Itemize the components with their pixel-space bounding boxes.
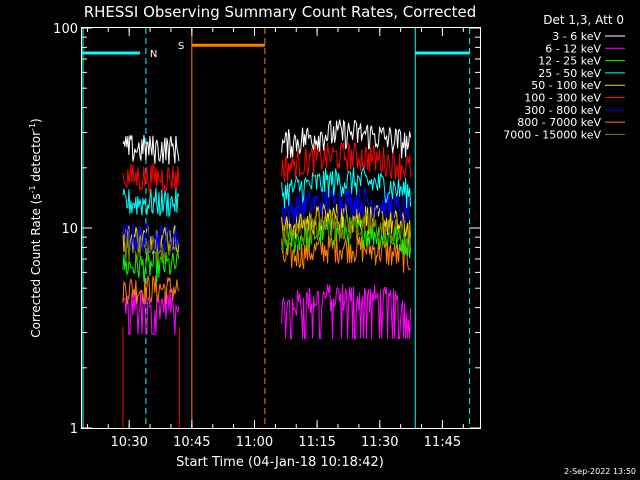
series-trace-1-segment-0 bbox=[122, 289, 180, 335]
series-trace-5-segment-1 bbox=[281, 141, 412, 182]
y-axis-label-sup1: -1 bbox=[28, 185, 37, 193]
series-trace-5-segment-0 bbox=[122, 163, 180, 194]
series-trace-7-segment-1 bbox=[281, 233, 411, 273]
series-trace-3-segment-0 bbox=[122, 187, 180, 218]
y-tick-label-0: 1 bbox=[70, 422, 78, 437]
y-axis-label-end: ) bbox=[29, 118, 43, 123]
legend-label-0: 3 - 6 keV bbox=[552, 30, 601, 43]
y-axis-label-main: Corrected Count Rate (s bbox=[29, 193, 43, 337]
series-trace-0-segment-1 bbox=[281, 119, 412, 159]
legend-label-7: 800 - 7000 keV bbox=[517, 116, 601, 129]
legend-label-5: 100 - 300 keV bbox=[524, 92, 601, 105]
x-tick-label-2: 11:00 bbox=[236, 435, 273, 450]
plot-timestamp: 2-Sep-2022 13:50 bbox=[564, 467, 636, 476]
plot-frame bbox=[81, 27, 481, 429]
series-trace-6-segment-1 bbox=[281, 187, 411, 227]
legend-label-8: 7000 - 15000 keV bbox=[503, 128, 601, 141]
y-tick-label-1: 10 bbox=[61, 222, 78, 237]
chart-title: RHESSI Observing Summary Count Rates, Co… bbox=[84, 3, 477, 21]
legend-header: Det 1,3, Att 0 bbox=[543, 13, 624, 27]
y-axis-label-mid: detector bbox=[29, 131, 43, 186]
series-trace-8-segment-0 bbox=[122, 233, 180, 265]
y-axis-label: Corrected Count Rate (s-1 detector-1) bbox=[28, 118, 43, 337]
legend-label-1: 6 - 12 keV bbox=[545, 42, 601, 55]
legend-label-2: 12 - 25 keV bbox=[538, 55, 601, 68]
series-trace-0-segment-0 bbox=[122, 135, 180, 165]
y-axis-label-sup2: -1 bbox=[28, 123, 37, 131]
legend-label-6: 300 - 800 keV bbox=[524, 104, 601, 117]
y-tick-label-2: 100 bbox=[53, 22, 78, 37]
flag-n-label: N bbox=[150, 49, 157, 60]
series-trace-3-segment-1 bbox=[281, 166, 412, 209]
x-tick-label-4: 11:30 bbox=[361, 435, 398, 450]
x-tick-label-1: 10:45 bbox=[173, 435, 210, 450]
series-trace-7-segment-0 bbox=[122, 275, 180, 305]
x-tick-label-3: 11:15 bbox=[298, 435, 335, 450]
x-axis-label: Start Time (04-Jan-18 10:18:42) bbox=[176, 455, 384, 470]
series-trace-1-segment-1 bbox=[281, 283, 412, 340]
series-trace-8-segment-1 bbox=[281, 211, 412, 252]
flag-s-label: S bbox=[178, 41, 184, 52]
x-tick-label-0: 10:30 bbox=[110, 435, 147, 450]
series-trace-2-segment-0 bbox=[122, 250, 180, 282]
x-tick-label-5: 11:45 bbox=[424, 435, 461, 450]
series-trace-6-segment-0 bbox=[122, 223, 180, 254]
legend-label-3: 25 - 50 keV bbox=[538, 67, 601, 80]
legend-label-4: 50 - 100 keV bbox=[531, 79, 601, 92]
